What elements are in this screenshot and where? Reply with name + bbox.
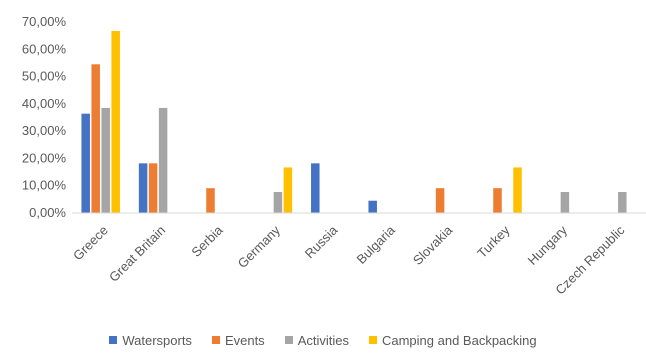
bar-watersports — [311, 163, 320, 213]
bar-activities — [560, 191, 570, 213]
legend-swatch — [284, 336, 293, 344]
y-tick-label: 0,00% — [29, 205, 66, 220]
legend-swatch — [211, 336, 220, 344]
y-axis-ticks: 0,00% 10,00% 20,00% 30,00% 40,00% 50,00% 60,00… — [22, 14, 67, 220]
y-tick-label: 10,00% — [22, 178, 67, 193]
x-tick-label: Bulgaria — [353, 222, 398, 267]
bars — [81, 31, 627, 214]
y-tick-label: 70,00% — [22, 14, 67, 29]
legend-item: Activities — [284, 332, 349, 348]
x-tick-label: Greece — [70, 223, 111, 264]
bar-events — [148, 163, 158, 213]
bar-watersports — [368, 200, 377, 213]
x-tick-label: Slovakia — [410, 222, 456, 268]
x-tick-label: Germany — [235, 222, 284, 271]
x-tick-label: Hungary — [525, 222, 571, 268]
bar-activities — [618, 191, 627, 213]
bar-events — [435, 188, 445, 213]
bar-events — [493, 188, 502, 213]
y-tick-label: 60,00% — [22, 41, 67, 56]
legend-label: Activities — [297, 332, 349, 348]
legend-swatch — [109, 336, 118, 344]
bar-camping-and-backpacking — [283, 167, 293, 213]
bar-activities — [158, 107, 168, 213]
bar-activities — [101, 107, 110, 213]
x-tick-label: Serbia — [188, 222, 226, 260]
y-tick-label: 40,00% — [22, 96, 67, 111]
bar-events — [206, 188, 215, 213]
bar-camping-and-backpacking — [111, 31, 120, 213]
y-tick-label: 20,00% — [22, 150, 67, 165]
legend-item: Watersports — [109, 333, 192, 348]
bar-watersports — [81, 113, 90, 213]
y-tick-label: 50,00% — [22, 69, 67, 84]
bar-watersports — [138, 163, 148, 213]
legend-label: Watersports — [122, 332, 192, 348]
x-tick-label: Turkey — [474, 222, 513, 261]
legend-swatch — [368, 336, 377, 344]
x-tick-label: Great Britain — [106, 223, 168, 285]
legend: Watersports Events Activities Camping and B… — [0, 330, 646, 350]
x-tick-label: Russia — [302, 222, 341, 261]
y-tick-label: 30,00% — [22, 123, 67, 138]
bar-activities — [273, 191, 283, 213]
legend-item: Camping and Backpacking — [368, 332, 537, 348]
legend-label: Events — [224, 332, 265, 348]
bar-events — [91, 64, 100, 214]
bar-camping-and-backpacking — [513, 167, 522, 213]
legend-label: Camping and Backpacking — [381, 332, 537, 348]
legend-item: Events — [211, 332, 265, 348]
